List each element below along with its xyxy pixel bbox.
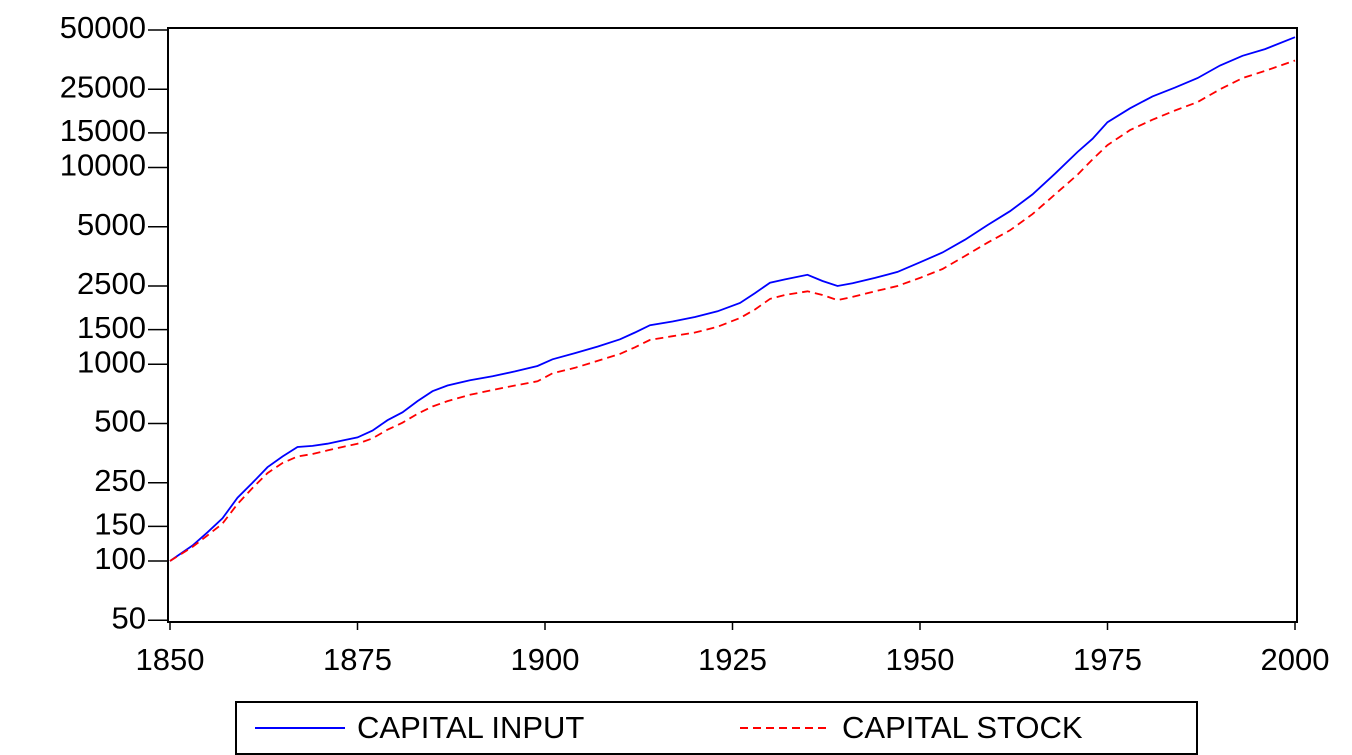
x-tick-label: 1925 (698, 642, 767, 677)
legend-label: CAPITAL INPUT (357, 710, 584, 745)
legend-box (235, 701, 1198, 755)
x-tick-label: 1950 (886, 642, 955, 677)
y-tick-label: 50000 (60, 10, 146, 45)
y-tick-label: 2500 (77, 266, 146, 301)
x-tick-label: 2000 (1261, 642, 1330, 677)
y-tick-label: 1000 (77, 344, 146, 379)
x-tick-label: 1975 (1073, 642, 1142, 677)
x-tick-label: 1875 (323, 642, 392, 677)
y-tick-label: 15000 (60, 113, 146, 148)
legend-label: CAPITAL STOCK (842, 710, 1083, 745)
series-line (169, 59, 1296, 562)
x-tick-label: 1900 (511, 642, 580, 677)
plot-frame (167, 27, 1298, 623)
y-tick-label: 10000 (60, 148, 146, 183)
y-tick-label: 1500 (77, 310, 146, 345)
y-tick-label: 25000 (60, 69, 146, 104)
y-tick-label: 5000 (77, 207, 146, 242)
y-tick-label: 500 (94, 404, 146, 439)
y-tick-label: 50 (112, 600, 146, 635)
y-tick-label: 100 (94, 541, 146, 576)
y-tick-label: 250 (94, 463, 146, 498)
y-tick-label: 150 (94, 507, 146, 542)
series-line (169, 36, 1296, 562)
x-tick-label: 1850 (136, 642, 205, 677)
